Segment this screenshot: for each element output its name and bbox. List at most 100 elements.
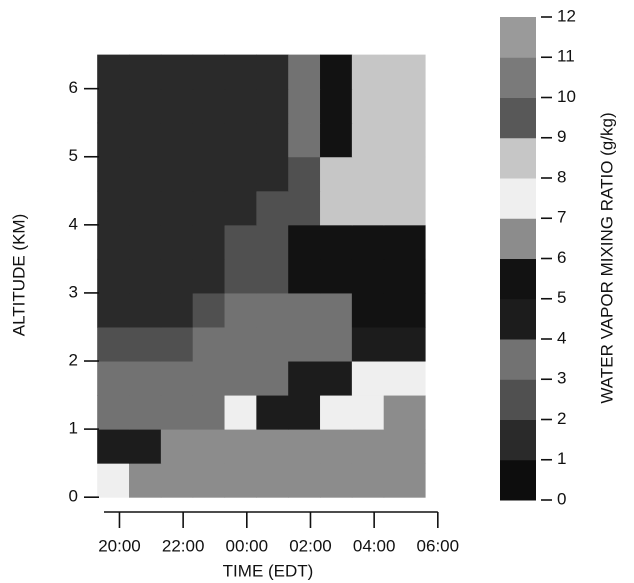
heatmap-cell <box>97 190 130 226</box>
heatmap-cell <box>129 429 162 464</box>
heatmap-cell <box>256 122 289 158</box>
heatmap-cell <box>288 88 321 124</box>
y-tick-label: 1 <box>69 419 78 438</box>
heatmap-cell <box>192 326 226 362</box>
colorbar-tick-label: 6 <box>557 248 566 267</box>
heatmap-cell <box>224 292 257 328</box>
heatmap-cell <box>351 88 385 124</box>
heatmap-cell <box>97 429 130 464</box>
heatmap-cell <box>160 429 194 464</box>
heatmap-cell <box>224 361 257 396</box>
colorbar-label: WATER VAPOR MIXING RATIO (g/kg) <box>597 112 616 403</box>
heatmap-cell <box>97 88 130 124</box>
heatmap-cell <box>351 190 385 226</box>
heatmap-cell <box>351 258 385 294</box>
y-tick-label: 3 <box>69 282 78 301</box>
colorbar-tick-label: 0 <box>557 489 566 508</box>
heatmap-cell <box>320 88 353 124</box>
heatmap-cell <box>160 361 194 396</box>
heatmap-cell <box>383 326 426 362</box>
heatmap-cell <box>192 292 226 328</box>
heatmap-cell <box>256 361 289 396</box>
heatmap-cell <box>320 190 353 226</box>
heatmap-cell <box>351 156 385 192</box>
y-axis-label: ALTITUDE (KM) <box>9 214 28 336</box>
colorbar-swatch <box>500 137 536 179</box>
heatmap-cell <box>288 292 321 328</box>
heatmap-cell <box>256 326 289 362</box>
heatmap-cell <box>256 292 289 328</box>
colorbar-tick-label: 8 <box>557 167 566 186</box>
heatmap-cell <box>97 395 130 430</box>
colorbar-swatch <box>500 419 536 461</box>
colorbar-tick-label: 12 <box>557 6 576 25</box>
heatmap-cell <box>383 156 426 192</box>
heatmap-cell <box>256 224 289 260</box>
colorbar-tick-label: 7 <box>557 208 566 227</box>
heatmap-cell <box>383 463 426 498</box>
x-tick-label: 02:00 <box>289 536 332 555</box>
colorbar-tick-label: 1 <box>557 449 566 468</box>
heatmap-cell <box>160 190 194 226</box>
colorbar-swatch <box>500 298 536 340</box>
y-tick-label: 6 <box>69 78 78 97</box>
heatmap-cell <box>97 292 130 328</box>
heatmap-cell <box>129 54 162 90</box>
heatmap-cell <box>320 54 353 90</box>
colorbar-tick-label: 9 <box>557 127 566 146</box>
heatmap-cell <box>97 463 130 498</box>
heatmap-cell <box>192 361 226 396</box>
heatmap-cell <box>256 88 289 124</box>
heatmap-cell <box>320 156 353 192</box>
x-tick-label: 22:00 <box>162 536 205 555</box>
heatmap-cell <box>256 463 289 498</box>
heatmap-cell <box>160 395 194 430</box>
heatmap-cell <box>129 463 162 498</box>
heatmap-cell <box>129 122 162 158</box>
heatmap-cell <box>288 156 321 192</box>
heatmap-cell <box>224 429 257 464</box>
heatmap-cell <box>256 190 289 226</box>
colorbar-swatch <box>500 339 536 380</box>
heatmap-cell <box>224 395 257 430</box>
colorbar-tick-label: 3 <box>557 369 566 388</box>
colorbar-tick-label: 4 <box>557 328 566 347</box>
heatmap-cell <box>192 122 226 158</box>
heatmap-cell <box>192 463 226 498</box>
heatmap-cell <box>288 395 321 430</box>
heatmap-cell <box>383 395 426 430</box>
x-tick-label: 00:00 <box>226 536 269 555</box>
heatmap-cell <box>129 224 162 260</box>
colorbar-swatch <box>500 17 536 58</box>
heatmap-cell <box>256 156 289 192</box>
heatmap-cell <box>224 258 257 294</box>
heatmap-cell <box>160 326 194 362</box>
heatmap-cell <box>256 54 289 90</box>
heatmap-cell <box>192 88 226 124</box>
heatmap-cell <box>288 224 321 260</box>
heatmap-cell <box>383 361 426 396</box>
heatmap-cell <box>320 122 353 158</box>
heatmap-cell <box>320 395 353 430</box>
heatmap-cell <box>97 224 130 260</box>
heatmap-cell <box>383 88 426 124</box>
heatmap-cell <box>224 326 257 362</box>
heatmap-cell <box>97 122 130 158</box>
colorbar-tick-label: 11 <box>557 47 575 66</box>
heatmap-cell <box>256 429 289 464</box>
heatmap-cell <box>160 463 194 498</box>
heatmap-cell <box>383 190 426 226</box>
heatmap-cell <box>192 190 226 226</box>
colorbar-swatch <box>500 218 536 259</box>
colorbar-swatch <box>500 97 536 139</box>
colorbar-swatch <box>500 459 536 501</box>
heatmap-cell <box>160 292 194 328</box>
y-tick-label: 0 <box>69 487 78 506</box>
x-axis-label: TIME (EDT) <box>223 561 314 580</box>
heatmap-cell <box>224 54 257 90</box>
heatmap-cell <box>288 463 321 498</box>
heatmap-cell <box>288 122 321 158</box>
heatmap-cell <box>129 258 162 294</box>
heatmap-cell <box>224 463 257 498</box>
